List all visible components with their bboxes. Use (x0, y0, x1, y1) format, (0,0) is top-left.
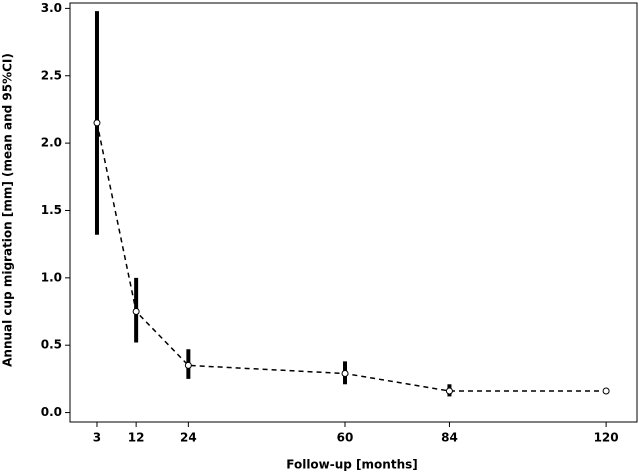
y-tick-label: 2.5 (41, 68, 62, 82)
y-tick-label: 1.0 (41, 270, 62, 284)
data-point (93, 119, 101, 127)
data-point (602, 387, 610, 395)
x-tick-label: 24 (180, 431, 197, 445)
data-point (184, 361, 192, 369)
y-tick-label: 2.0 (41, 136, 62, 150)
data-point (132, 308, 140, 316)
x-tick-label: 60 (337, 431, 354, 445)
y-tick-label: 0.0 (41, 405, 62, 419)
data-point (445, 387, 453, 395)
x-tick-label: 12 (128, 431, 145, 445)
data-point (341, 369, 349, 377)
y-tick-label: 3.0 (41, 1, 62, 15)
y-axis-label: Annual cup migration [mm] (mean and 95%C… (1, 53, 15, 367)
x-tick-label: 3 (93, 431, 101, 445)
x-tick-label: 120 (594, 431, 619, 445)
x-axis-label: Follow-up [months] (286, 458, 417, 472)
y-tick-label: 1.5 (41, 203, 62, 217)
plot-frame (69, 2, 638, 423)
x-tick-label: 84 (441, 431, 458, 445)
y-tick-label: 0.5 (41, 338, 62, 352)
data-line (96, 122, 607, 392)
